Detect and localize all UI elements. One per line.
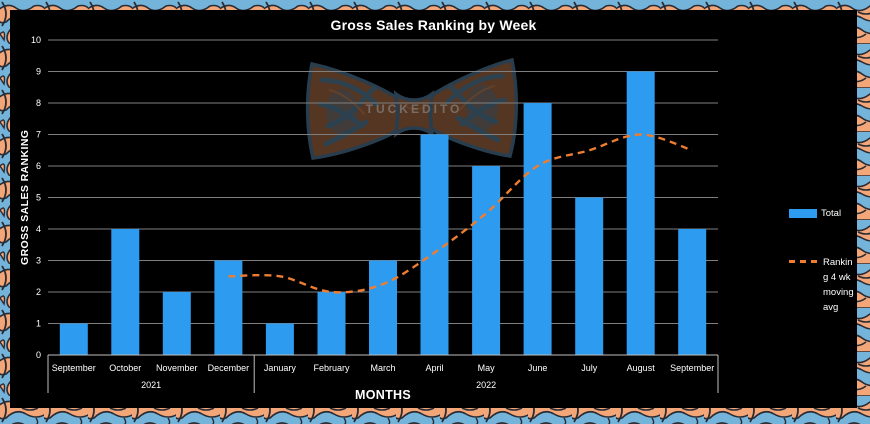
moving-avg-line[interactable] [228, 133, 693, 294]
bar-september-12[interactable] [678, 229, 707, 355]
y-tick-label-8: 8 [36, 98, 41, 108]
bar-september-0[interactable] [59, 323, 88, 356]
x-tick-label-october-1: October [109, 363, 141, 373]
chart-title: Gross Sales Ranking by Week [330, 17, 537, 33]
legend-label-moving-avg: Rankin g 4 wk moving avg [823, 257, 854, 313]
bar-february-5[interactable] [317, 292, 346, 355]
x-tick-label-april-7: April [425, 363, 443, 373]
y-tick-label-5: 5 [36, 193, 41, 203]
bar-june-9[interactable] [523, 103, 552, 355]
watermark-text: TUCKEDITO [366, 102, 463, 116]
x-tick-label-march-6: March [370, 363, 395, 373]
bar-december-3[interactable] [214, 260, 243, 356]
y-tick-label-6: 6 [36, 161, 41, 171]
y-tick-label-1: 1 [36, 319, 41, 329]
legend-swatch-dashed-line [789, 260, 819, 263]
y-tick-label-7: 7 [36, 130, 41, 140]
bar-august-11[interactable] [626, 71, 655, 356]
x-tick-label-february-5: February [313, 363, 350, 373]
y-tick-label-4: 4 [36, 224, 41, 234]
y-tick-label-3: 3 [36, 256, 41, 266]
watermark-bowtie-logo: TUCKEDITO [305, 57, 518, 160]
chart-panel: Gross Sales Ranking by Week GROSS SALES … [10, 10, 857, 408]
x-tick-label-november-2: November [156, 363, 198, 373]
y-tick-label-0: 0 [36, 350, 41, 360]
legend-label-total: Total [821, 208, 842, 219]
bar-october-1[interactable] [111, 229, 140, 355]
bar-january-4[interactable] [265, 323, 294, 356]
legend-item-moving-avg[interactable]: Rankin g 4 wk moving avg [789, 255, 857, 315]
x-tick-label-september-0: September [52, 363, 96, 373]
x-tick-label-july-10: July [581, 363, 598, 373]
x-tick-label-august-11: August [627, 363, 656, 373]
x-group-label-2021: 2021 [141, 380, 161, 390]
bar-may-8[interactable] [472, 166, 501, 355]
axes: 0 1 2 3 4 5 6 7 8 9 10 September October November Dece… [31, 35, 719, 393]
x-tick-label-may-8: May [478, 363, 496, 373]
x-tick-label-january-4: January [264, 363, 297, 373]
y-tick-label-9: 9 [36, 67, 41, 77]
x-tick-label-december-3: December [208, 363, 250, 373]
bar-july-10[interactable] [575, 197, 604, 356]
bar-march-6[interactable] [369, 260, 397, 356]
chart-legend: Total Rankin g 4 wk moving avg [789, 208, 857, 315]
legend-swatch-total-bar [789, 209, 817, 218]
legend-item-total[interactable]: Total [789, 208, 857, 219]
bars [59, 71, 707, 356]
moving-avg-line-group [228, 133, 693, 294]
y-tick-label-2: 2 [36, 287, 41, 297]
x-axis-title: MONTHS [355, 388, 411, 402]
x-tick-label-september-12: September [670, 363, 714, 373]
y-tick-label-10: 10 [31, 35, 41, 45]
x-tick-label-june-9: June [528, 363, 548, 373]
bar-november-2[interactable] [162, 292, 191, 355]
chart-svg: TUCKEDITO 0 1 2 3 4 5 6 7 8 9 10 September October No… [31, 35, 719, 393]
x-group-label-2022: 2022 [476, 380, 496, 390]
